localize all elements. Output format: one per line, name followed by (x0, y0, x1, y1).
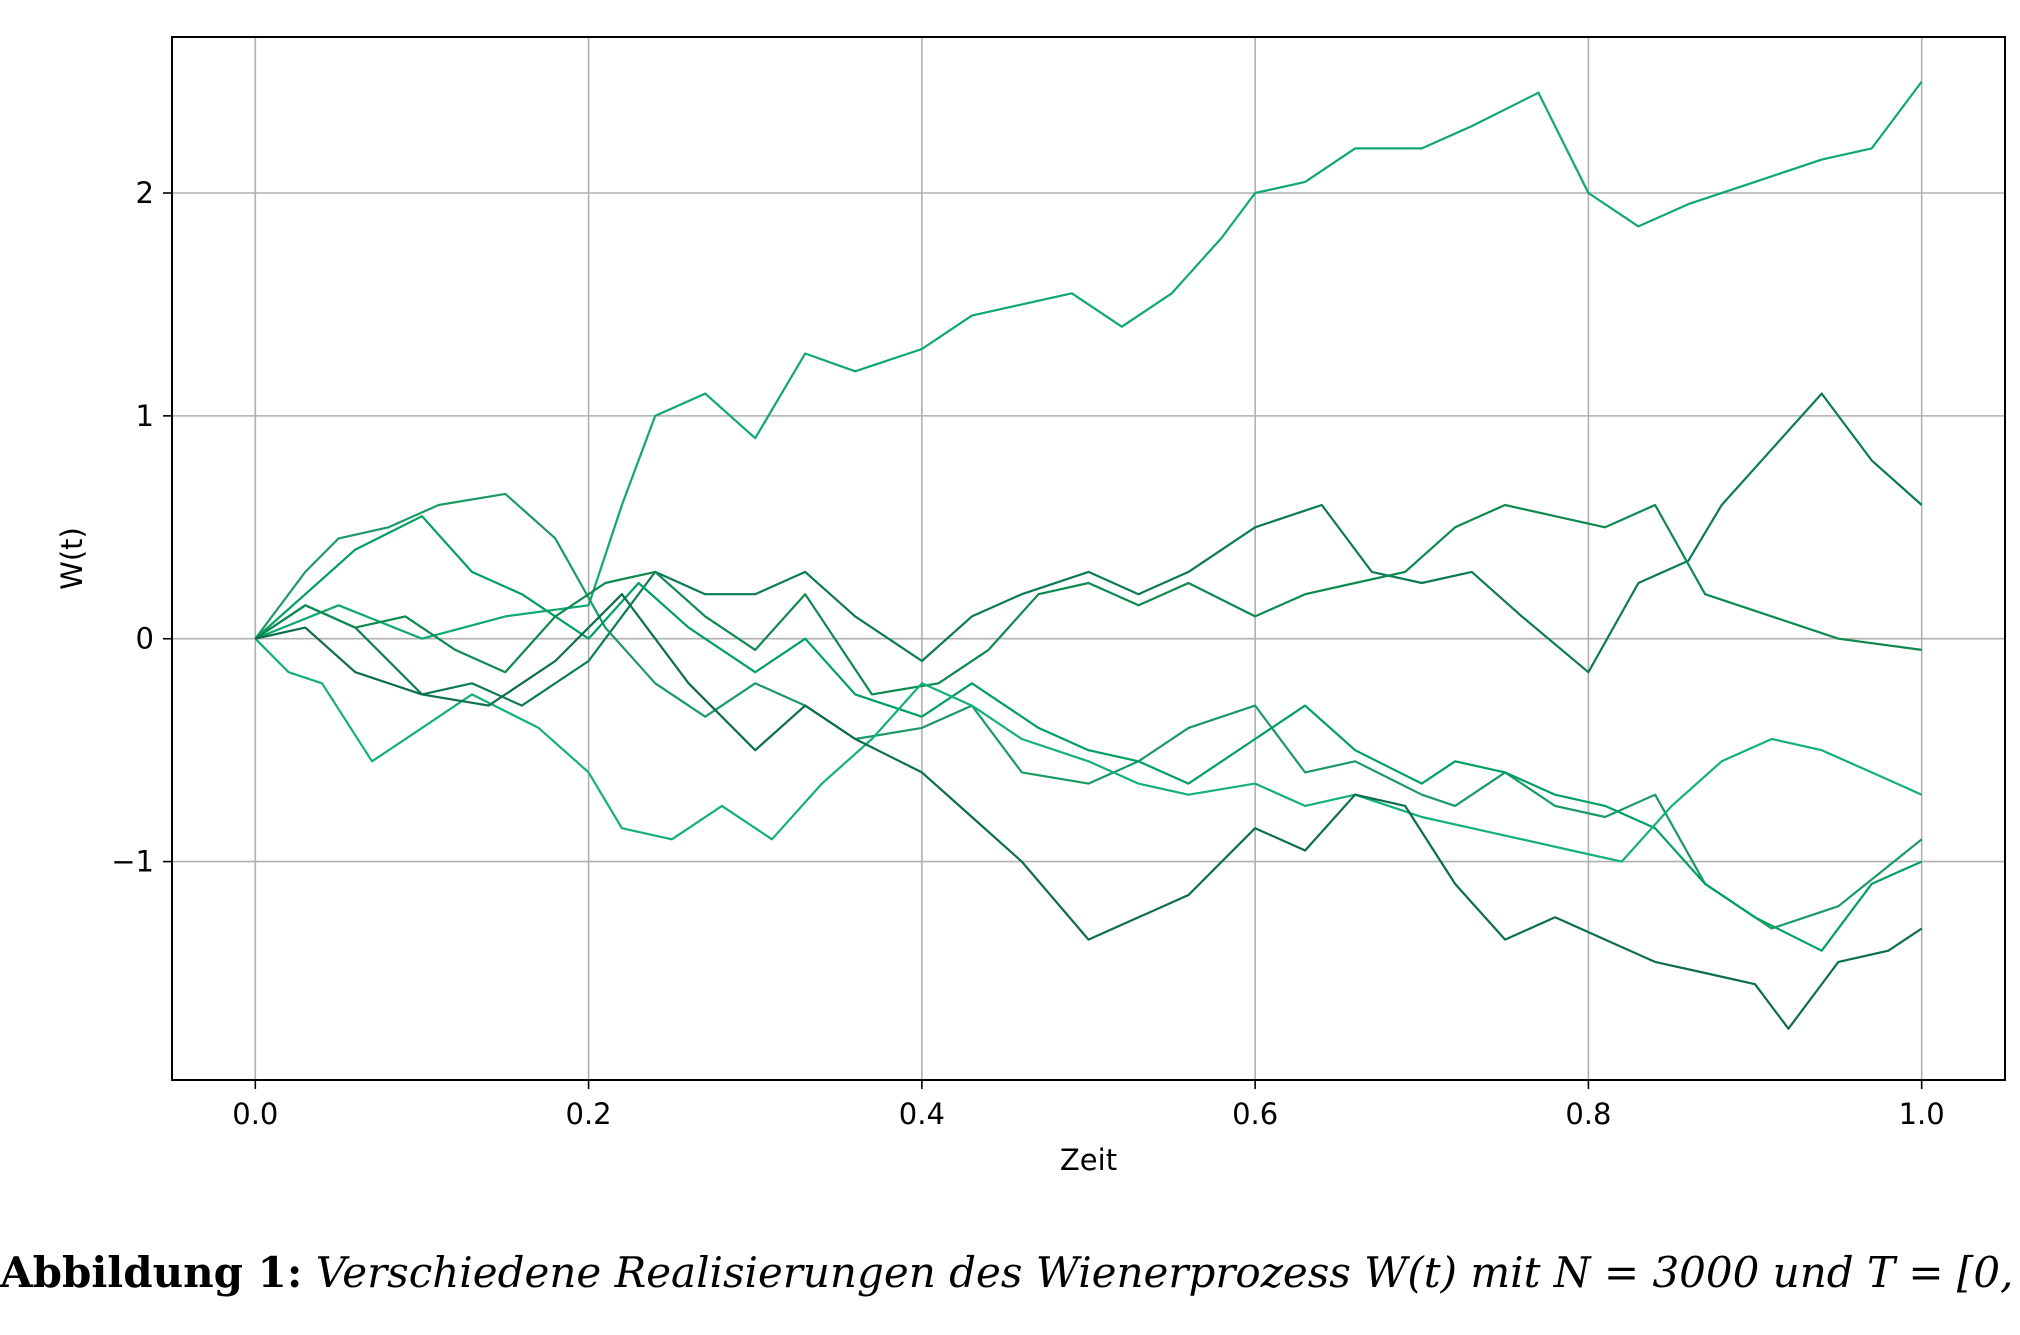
grid-lines (172, 37, 2005, 1080)
series-line-2 (254, 392, 1923, 707)
series-line-6 (254, 637, 1923, 863)
x-tick-label: 0.4 (899, 1097, 945, 1131)
series-line-4 (254, 515, 1923, 952)
caption-text: Verschiedene Realisierungen des Wienerpr… (315, 1248, 2020, 1297)
y-tick-label: 1 (136, 399, 154, 433)
series-line-5 (254, 503, 1922, 696)
axis-ticks: 0.0 0.2 0.4 0.6 0.8 1.0 −1 0 1 2 (111, 176, 1944, 1131)
x-tick-label: 0.6 (1232, 1097, 1278, 1131)
y-tick-label: 2 (136, 176, 154, 210)
x-tick-label: 0.2 (566, 1097, 612, 1131)
series-line-3 (254, 492, 1923, 930)
x-tick-label: 0.8 (1565, 1097, 1611, 1131)
y-axis-label: W(t) (55, 527, 89, 590)
figure-caption: Abbildung 1: Verschiedene Realisierungen… (0, 1248, 2020, 1297)
x-axis-label: Zeit (1060, 1143, 1117, 1177)
x-tick-label: 1.0 (1899, 1097, 1945, 1131)
series-line-7 (255, 593, 1923, 1030)
caption-label: Abbildung 1: (0, 1248, 303, 1297)
series-lines (254, 80, 1923, 1030)
x-tick-label: 0.0 (232, 1097, 278, 1131)
y-tick-label: 0 (136, 622, 154, 656)
y-tick-label: −1 (111, 845, 154, 879)
plot-area (171, 36, 2006, 1081)
series-line-1 (254, 80, 1923, 640)
